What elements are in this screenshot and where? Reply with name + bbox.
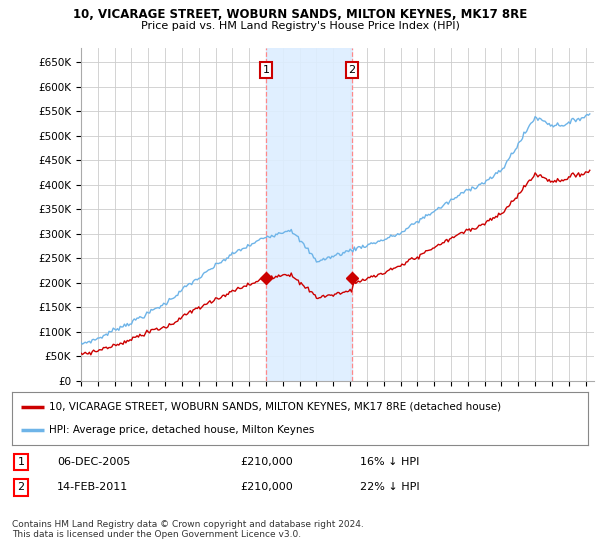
Text: Contains HM Land Registry data © Crown copyright and database right 2024.
This d: Contains HM Land Registry data © Crown c… [12, 520, 364, 539]
Text: Price paid vs. HM Land Registry's House Price Index (HPI): Price paid vs. HM Land Registry's House … [140, 21, 460, 31]
Text: 14-FEB-2011: 14-FEB-2011 [57, 482, 128, 492]
Text: £210,000: £210,000 [240, 457, 293, 467]
Text: 10, VICARAGE STREET, WOBURN SANDS, MILTON KEYNES, MK17 8RE (detached house): 10, VICARAGE STREET, WOBURN SANDS, MILTO… [49, 402, 502, 412]
Text: 22% ↓ HPI: 22% ↓ HPI [360, 482, 419, 492]
Bar [266, 48, 352, 381]
Text: £210,000: £210,000 [240, 482, 293, 492]
Text: HPI: Average price, detached house, Milton Keynes: HPI: Average price, detached house, Milt… [49, 425, 315, 435]
Text: 1: 1 [17, 457, 25, 467]
Text: 1: 1 [263, 65, 269, 74]
Text: 10, VICARAGE STREET, WOBURN SANDS, MILTON KEYNES, MK17 8RE: 10, VICARAGE STREET, WOBURN SANDS, MILTO… [73, 8, 527, 21]
Text: 16% ↓ HPI: 16% ↓ HPI [360, 457, 419, 467]
Text: 2: 2 [17, 482, 25, 492]
Text: 2: 2 [349, 65, 356, 74]
Text: 06-DEC-2005: 06-DEC-2005 [57, 457, 130, 467]
